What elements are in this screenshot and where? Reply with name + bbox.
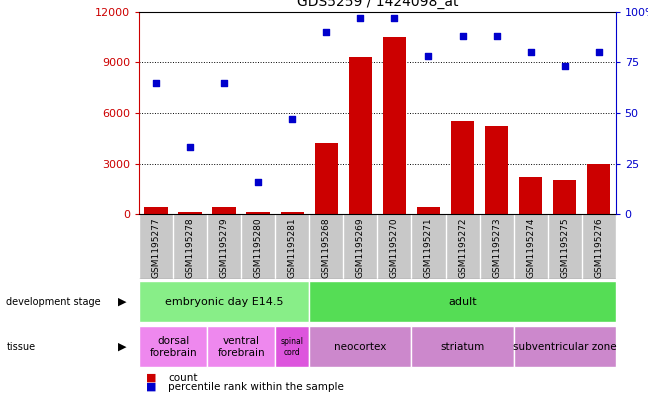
Bar — [275, 327, 309, 367]
Point — [151, 79, 161, 86]
Bar — [145, 207, 168, 214]
Text: GSM1195269: GSM1195269 — [356, 217, 365, 278]
Text: GSM1195272: GSM1195272 — [458, 217, 467, 278]
Text: GSM1195280: GSM1195280 — [254, 217, 263, 278]
Point — [423, 53, 434, 59]
Point — [287, 116, 297, 122]
Text: GSM1195268: GSM1195268 — [322, 217, 331, 278]
Text: embryonic day E14.5: embryonic day E14.5 — [165, 297, 284, 307]
Bar — [246, 213, 270, 214]
Point — [457, 33, 468, 39]
Bar — [513, 327, 616, 367]
Bar — [309, 281, 616, 322]
Bar — [553, 180, 577, 214]
Text: GSM1195276: GSM1195276 — [594, 217, 603, 278]
Text: ■: ■ — [146, 382, 156, 392]
Point — [559, 63, 570, 70]
Text: ■: ■ — [146, 373, 156, 383]
Point — [491, 33, 502, 39]
Text: GSM1195278: GSM1195278 — [186, 217, 195, 278]
Bar — [382, 37, 406, 214]
Text: spinal
cord: spinal cord — [281, 337, 304, 356]
Bar — [309, 327, 411, 367]
Point — [321, 29, 332, 35]
Point — [253, 179, 264, 185]
Point — [185, 144, 196, 151]
Text: neocortex: neocortex — [334, 342, 387, 352]
Text: GSM1195281: GSM1195281 — [288, 217, 297, 278]
Point — [526, 49, 536, 55]
Text: ventral
forebrain: ventral forebrain — [218, 336, 265, 358]
Text: GSM1195279: GSM1195279 — [220, 217, 229, 278]
Bar — [485, 127, 509, 214]
Bar — [139, 327, 207, 367]
Text: GSM1195271: GSM1195271 — [424, 217, 433, 278]
Point — [594, 49, 604, 55]
Text: GSM1195274: GSM1195274 — [526, 217, 535, 278]
Bar — [213, 208, 237, 214]
Point — [389, 15, 400, 21]
Text: ▶: ▶ — [118, 297, 126, 307]
Text: tissue: tissue — [6, 342, 36, 352]
Text: GSM1195270: GSM1195270 — [390, 217, 399, 278]
Point — [219, 79, 229, 86]
Text: striatum: striatum — [441, 342, 485, 352]
Bar — [178, 212, 202, 214]
Bar — [518, 177, 542, 214]
Text: percentile rank within the sample: percentile rank within the sample — [168, 382, 344, 392]
Title: GDS5259 / 1424098_at: GDS5259 / 1424098_at — [297, 0, 458, 9]
Bar — [411, 327, 513, 367]
Point — [355, 15, 365, 21]
Text: count: count — [168, 373, 198, 383]
Text: development stage: development stage — [6, 297, 101, 307]
Text: dorsal
forebrain: dorsal forebrain — [150, 336, 197, 358]
Bar — [139, 281, 310, 322]
Bar — [450, 121, 474, 214]
Text: subventricular zone: subventricular zone — [513, 342, 616, 352]
Text: GSM1195277: GSM1195277 — [152, 217, 161, 278]
Text: ▶: ▶ — [118, 342, 126, 352]
Text: GSM1195273: GSM1195273 — [492, 217, 501, 278]
Bar — [281, 212, 305, 214]
Bar — [349, 57, 373, 214]
Bar — [586, 163, 610, 214]
Bar — [207, 327, 275, 367]
Bar — [417, 208, 441, 214]
Bar — [314, 143, 338, 214]
Text: adult: adult — [448, 297, 477, 307]
Text: GSM1195275: GSM1195275 — [560, 217, 569, 278]
